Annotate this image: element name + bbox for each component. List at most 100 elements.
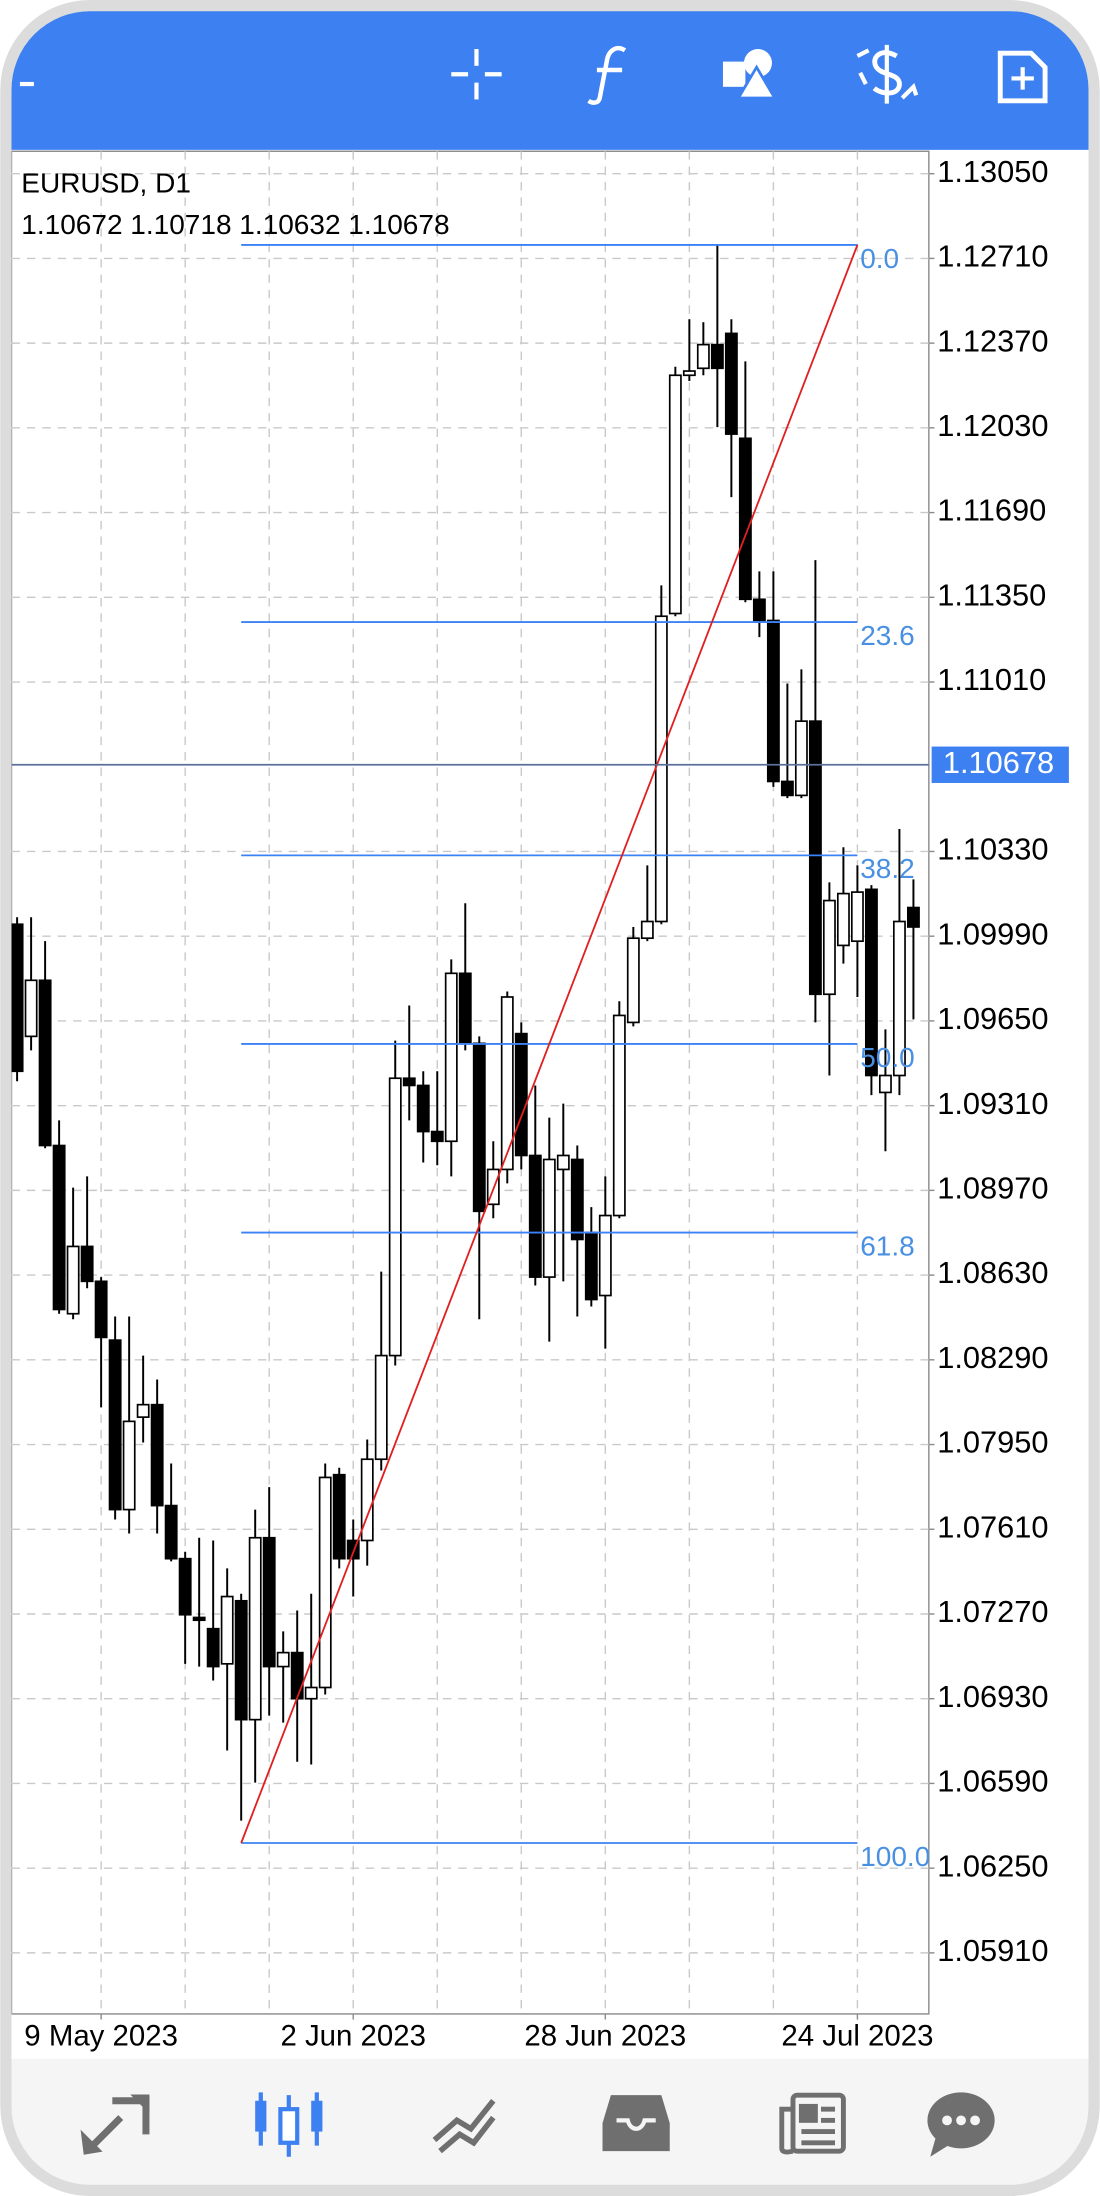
y-tick-label: 1.06930 [937,1679,1048,1714]
candle-body [542,1158,556,1278]
y-tick-label: 1.06250 [937,1848,1048,1883]
fibo-label: 50.0 [860,1042,914,1073]
candle-body [164,1504,178,1560]
candle-body [276,1651,290,1668]
fibo-label: 38.2 [860,853,914,884]
y-tick-label: 1.12030 [937,408,1048,443]
toolbar-icons [19,44,1048,105]
candle-body [234,1599,248,1721]
candle-body [206,1627,220,1668]
y-tick-label: 1.06590 [937,1764,1048,1799]
axes: 1.13050 1.12710 1.12370 1.12030 1.11690 1.113… [24,154,1069,2053]
candle-body [318,1476,332,1689]
candle-body [346,1539,360,1560]
y-tick-label: 1.09990 [937,916,1048,951]
candle-body [290,1651,304,1700]
candle-body [822,899,836,996]
candle-body [598,1214,612,1297]
fibo-label: 23.6 [860,620,914,651]
fibo-label: 100.0 [860,1841,930,1872]
candle-body [850,891,864,943]
candle-body [38,979,52,1147]
candle-body [696,343,710,370]
candle-body [640,920,654,940]
y-tick-label: 1.11010 [937,662,1046,697]
new-chart-button[interactable] [997,50,1048,104]
price-label: 1.10678 [943,745,1054,780]
y-tick-label: 1.07950 [937,1425,1048,1460]
symbol-label: EURUSD, D1 [21,167,191,198]
low-value: 1.10632 [239,209,340,240]
ohlc-info: 1.10672 1.10718 1.10632 1.10678 [21,209,449,240]
candle-body [150,1403,164,1507]
x-tick-label: 24 Jul 2023 [781,2020,933,2053]
candle-body [136,1403,150,1418]
candle-body [304,1686,318,1700]
candle-body [374,1354,388,1461]
candle-body [262,1536,276,1668]
y-tick-label: 1.07610 [937,1509,1048,1544]
candle-body [514,1032,528,1157]
x-tick-label: 28 Jun 2023 [524,2020,686,2053]
chart-tab[interactable] [255,2092,323,2157]
quotes-tab[interactable] [80,2094,150,2155]
indicators-button[interactable] [587,46,627,105]
crosshair-button[interactable] [451,49,502,100]
candle-body [178,1557,192,1616]
candle-body [528,1154,542,1278]
chat-tab[interactable] [927,2092,995,2157]
candle-body [24,979,38,1038]
candle-body [906,906,920,928]
history-tab[interactable] [602,2095,670,2152]
high-value: 1.10718 [130,209,231,240]
y-tick-label: 1.08290 [937,1340,1048,1375]
trade-button[interactable] [856,44,919,104]
candle-body [80,1245,94,1283]
y-tick-label: 1.11350 [937,577,1046,612]
fibo-label: 0.0 [860,243,899,274]
trend-line [240,244,859,1844]
trade-tab[interactable] [432,2099,496,2154]
candle-body [710,343,724,370]
candle-body [780,780,794,797]
fibo-label: 61.8 [860,1230,914,1261]
candle-body [444,972,458,1143]
top-toolbar [5,5,1095,150]
candle-body [472,1042,486,1213]
candle-body [332,1473,346,1560]
candle-body [388,1077,402,1357]
candle-body [11,923,24,1073]
candle-body [892,920,906,1077]
objects-button[interactable] [722,49,778,100]
candle-body [878,1074,892,1094]
bottom-nav [5,2058,1095,2191]
candle-body [430,1130,444,1143]
candle-body [626,937,640,1024]
candle-body [570,1158,584,1241]
candle-body [500,996,514,1171]
candle-body [248,1536,262,1721]
y-tick-label: 1.12370 [937,323,1048,358]
x-tick-label: 2 Jun 2023 [280,2020,426,2053]
candles [11,244,920,1821]
y-tick-label: 1.12710 [937,239,1048,274]
candle-body [752,598,766,622]
candle-body [556,1154,570,1171]
candle-body [584,1231,598,1301]
news-tab[interactable] [779,2092,846,2155]
candle-body [794,720,808,797]
candle-body [94,1280,108,1339]
candle-body [416,1084,430,1133]
y-tick-label: 1.07270 [937,1594,1048,1629]
candle-body [52,1144,66,1311]
candle-body [724,332,738,435]
candle-body [836,892,850,947]
y-tick-label: 1.10330 [937,832,1048,867]
y-tick-label: 1.08970 [937,1171,1048,1206]
candle-body [808,720,822,996]
candle-body [108,1339,122,1511]
candle-body [766,619,780,783]
